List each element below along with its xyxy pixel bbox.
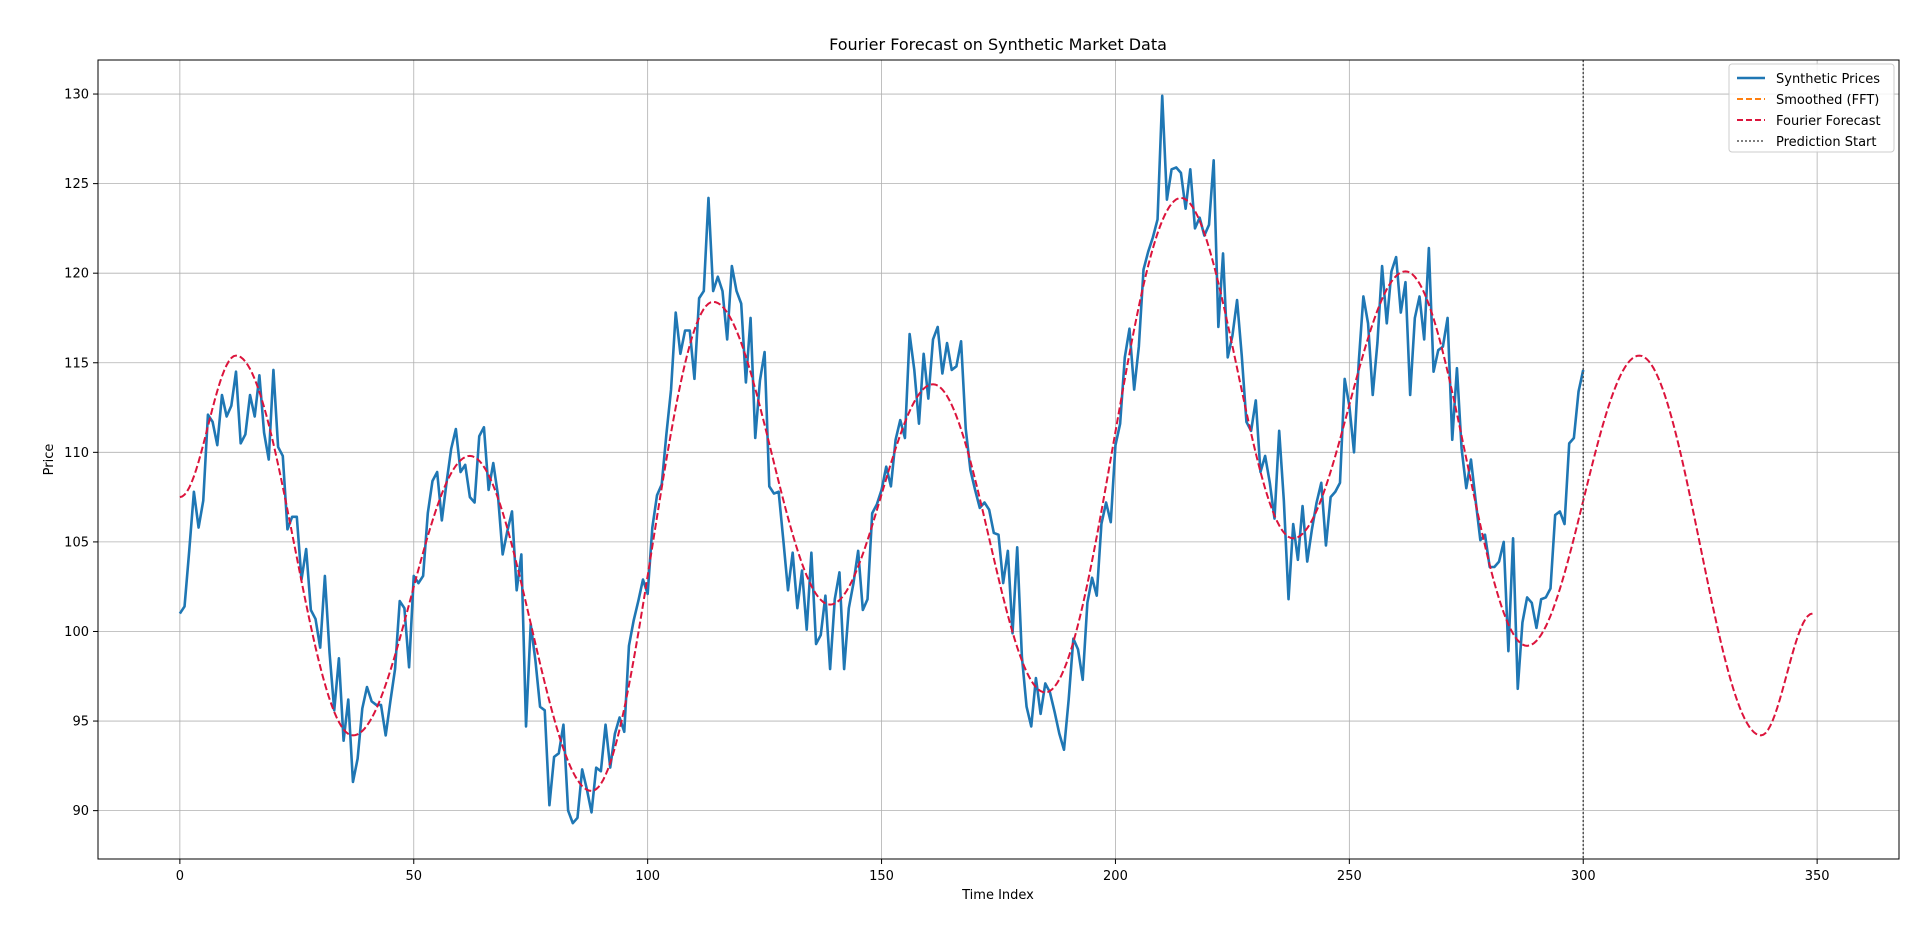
series-layer <box>178 60 1813 859</box>
x-tick-label: 350 <box>1805 869 1830 884</box>
x-tick-label: 200 <box>1103 869 1128 884</box>
legend-label: Prediction Start <box>1776 135 1876 150</box>
chart-title: Fourier Forecast on Synthetic Market Dat… <box>829 35 1167 54</box>
legend-box <box>1728 63 1895 153</box>
fourier-forecast-line <box>179 196 1813 792</box>
y-tick-label: 100 <box>64 625 89 640</box>
y-tick-label: 120 <box>64 267 89 282</box>
y-tick-label: 125 <box>64 177 89 192</box>
legend-label: Fourier Forecast <box>1776 114 1881 129</box>
plot-area-frame <box>97 59 1900 860</box>
y-tick-label: 130 <box>64 88 89 103</box>
y-tick-label: 105 <box>64 535 89 550</box>
y-tick-label: 90 <box>72 804 89 819</box>
y-tick-label: 110 <box>64 446 89 461</box>
x-tick-label: 100 <box>635 869 660 884</box>
x-tick-label: 300 <box>1571 869 1596 884</box>
legend-label: Synthetic Prices <box>1776 72 1880 87</box>
legend: Synthetic Prices Smoothed (FFT) Fourier Fo… <box>1728 63 1895 153</box>
y-axis-title: Price <box>42 444 57 476</box>
x-tick-label: 0 <box>176 869 184 884</box>
legend-label: Smoothed (FFT) <box>1776 93 1879 108</box>
x-tick-label: 150 <box>869 869 894 884</box>
x-axis-title: Time Index <box>961 888 1034 903</box>
y-tick-label: 95 <box>72 715 89 730</box>
x-tick-label: 250 <box>1337 869 1362 884</box>
y-tick-label: 115 <box>64 356 89 371</box>
x-tick-label: 50 <box>405 869 422 884</box>
axis-ticks: 0 50 100 150 200 250 300 350 90 95 100 105 110 115 120… <box>64 88 1829 884</box>
